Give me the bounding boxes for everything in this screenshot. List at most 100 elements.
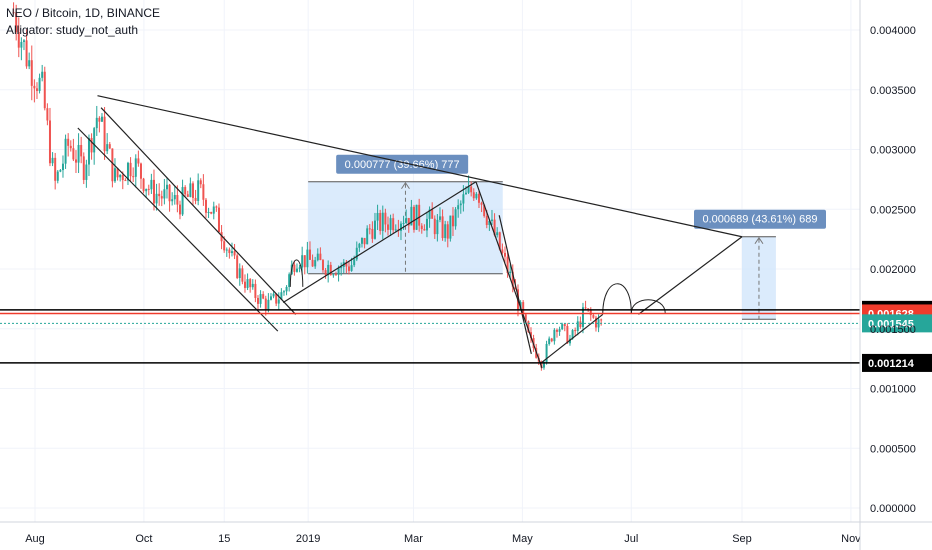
candle-body xyxy=(285,286,288,292)
candle-body xyxy=(202,184,205,200)
candle-body xyxy=(418,204,421,226)
candle-body xyxy=(319,253,322,261)
candle-body xyxy=(522,302,525,315)
candle-body xyxy=(410,206,413,226)
candle-body xyxy=(472,192,475,199)
candle-body xyxy=(485,216,488,225)
x-tick-label: Mar xyxy=(404,533,423,545)
candle-body xyxy=(90,137,93,153)
candle-body xyxy=(212,206,215,214)
candle-body xyxy=(262,294,265,299)
candle-body xyxy=(423,229,426,231)
candle-body xyxy=(108,144,111,149)
candle-body xyxy=(189,183,192,197)
candle-body xyxy=(223,241,226,251)
candle-body xyxy=(41,71,44,78)
y-tick-label: 0.002500 xyxy=(870,204,916,216)
candle-body xyxy=(389,218,392,230)
price-badge-label: 0.001545 xyxy=(868,318,914,330)
candle-body xyxy=(230,251,233,254)
candle-body xyxy=(392,218,395,231)
candle-body xyxy=(360,237,363,244)
candle-body xyxy=(550,338,553,342)
candle-body xyxy=(438,216,441,220)
candle-body xyxy=(77,144,80,163)
candle-body xyxy=(488,220,491,225)
candle-body xyxy=(574,330,577,332)
candle-body xyxy=(171,199,174,202)
candle-body xyxy=(113,168,116,182)
candle-body xyxy=(38,77,41,91)
x-tick-label: Aug xyxy=(25,533,45,545)
candle-body xyxy=(514,286,517,290)
candle-body xyxy=(15,12,18,33)
candle-body xyxy=(498,232,501,250)
decline-line xyxy=(475,181,543,369)
candle-body xyxy=(571,330,574,339)
candle-body xyxy=(210,211,213,214)
candle-body xyxy=(249,279,252,288)
candle-body xyxy=(376,212,379,221)
candle-body xyxy=(269,296,272,300)
candle-body xyxy=(462,194,465,204)
candle-body xyxy=(293,264,296,272)
candle-body xyxy=(67,138,70,146)
trendline-upper xyxy=(97,95,743,238)
candle-body xyxy=(288,274,291,287)
candle-body xyxy=(477,193,480,203)
candle-body xyxy=(524,314,527,322)
candle-body xyxy=(197,180,200,201)
candle-body xyxy=(264,298,267,310)
candle-body xyxy=(158,193,161,197)
candle-body xyxy=(306,249,309,268)
candle-body xyxy=(355,247,358,260)
candle-body xyxy=(597,319,600,328)
candle-body xyxy=(347,266,350,271)
candle-body xyxy=(160,196,163,199)
candle-body xyxy=(399,223,402,231)
indicator-label[interactable]: Alligator: study_not_auth xyxy=(6,23,139,37)
candle-body xyxy=(155,193,158,204)
candle-body xyxy=(467,186,470,193)
candle-body xyxy=(594,317,597,328)
candle-body xyxy=(371,228,374,239)
candle-body xyxy=(74,159,77,163)
candle-body xyxy=(542,362,545,368)
channel-line-a xyxy=(100,107,297,315)
candle-body xyxy=(509,271,512,274)
candle-body xyxy=(61,163,64,171)
candle-body xyxy=(93,128,96,153)
candle-body xyxy=(20,41,23,48)
candle-body xyxy=(386,224,389,230)
candle-body xyxy=(412,206,415,230)
candle-body xyxy=(132,176,135,178)
rising-trendline xyxy=(282,181,477,303)
candle-body xyxy=(568,338,571,344)
x-tick-label: Oct xyxy=(135,533,152,545)
y-tick-label: 0.000500 xyxy=(870,443,916,455)
candle-body xyxy=(425,218,428,231)
candle-body xyxy=(298,267,301,269)
candle-body xyxy=(340,266,343,269)
candle-body xyxy=(441,216,444,239)
support-trendline xyxy=(541,313,604,363)
candle-body xyxy=(600,319,603,321)
candle-body xyxy=(303,255,306,268)
candle-body xyxy=(436,219,439,235)
candle-body xyxy=(379,212,382,231)
candle-body xyxy=(191,183,194,198)
candle-body xyxy=(194,197,197,201)
candle-body xyxy=(43,71,46,109)
candle-body xyxy=(327,264,330,275)
y-tick-label: 0.004000 xyxy=(870,25,916,37)
y-tick-label: 0.001000 xyxy=(870,384,916,396)
candle-body xyxy=(587,308,590,310)
candle-body xyxy=(555,329,558,332)
candle-body xyxy=(134,158,137,177)
y-tick-label: 0.001500 xyxy=(870,324,916,336)
candle-body xyxy=(199,180,202,185)
candle-body xyxy=(241,268,244,282)
candle-body xyxy=(558,329,561,332)
